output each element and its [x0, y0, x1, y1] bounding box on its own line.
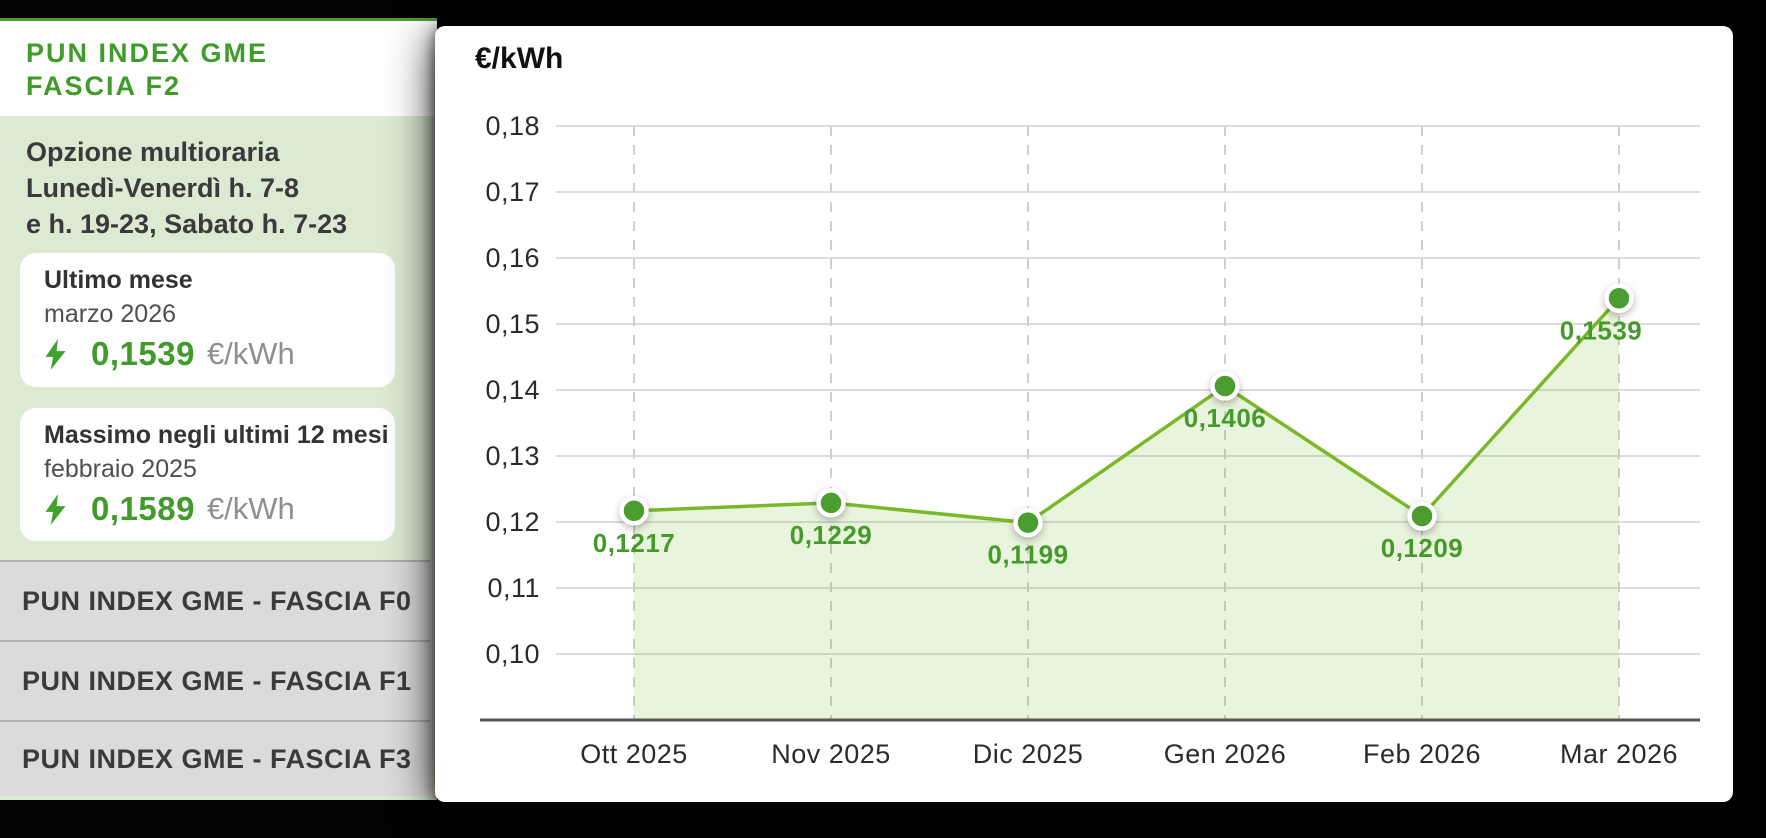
max-12-months-period: febbraio 2025	[44, 455, 197, 483]
sidebar-title-line2: FASCIA F2	[26, 71, 182, 101]
y-tick-label: 0,11	[487, 573, 540, 603]
tariff-description-line2: Lunedì-Venerdì h. 7-8	[26, 173, 300, 203]
x-tick-label: Mar 2026	[1560, 739, 1678, 769]
max-12-months-unit: €/kWh	[206, 491, 295, 526]
point-value-label: 0,1229	[790, 520, 873, 550]
sidebar-title: PUN INDEX GME FASCIA F2	[26, 37, 437, 103]
tariff-description-line1: Opzione multioraria	[26, 137, 280, 167]
chart-point[interactable]	[1013, 507, 1043, 538]
y-tick-label: 0,12	[485, 507, 540, 537]
x-tick-label: Gen 2026	[1164, 739, 1287, 769]
lightning-icon	[45, 338, 66, 370]
last-month-unit: €/kWh	[206, 336, 295, 371]
x-tick-label: Dic 2025	[973, 739, 1084, 769]
point-value-label: 0,1209	[1381, 533, 1464, 563]
price-trend-chart: 0,18 0,17 0,16 0,15 0,14 0,13 0,12 0,11 0,10 0,12…	[480, 111, 1700, 769]
chart-area-fill	[634, 298, 1619, 720]
chart-point[interactable]	[619, 496, 649, 526]
x-tick-label: Ott 2025	[580, 739, 688, 769]
nav-item-fascia-f3[interactable]: PUN INDEX GME - FASCIA F3	[0, 720, 430, 796]
last-month-value-row: 0,1539 €/kWh	[44, 335, 395, 373]
max-12-months-value: 0,1589	[91, 490, 195, 527]
y-axis-unit-label: €/kWh	[475, 42, 564, 75]
tariff-description: Opzione multioraria Lunedì-Venerdì h. 7-…	[0, 116, 437, 242]
max-12-months-card: Massimo negli ultimi 12 mesi febbraio 20…	[20, 408, 395, 541]
y-tick-label: 0,10	[485, 639, 540, 669]
point-value-label: 0,1406	[1184, 403, 1267, 433]
y-tick-label: 0,15	[485, 309, 540, 339]
max-12-months-heading: Massimo negli ultimi 12 mesi	[44, 421, 389, 449]
y-tick-label: 0,16	[485, 243, 540, 273]
fascia-nav: PUN INDEX GME - FASCIA F0 PUN INDEX GME …	[0, 560, 430, 796]
y-tick-label: 0,17	[485, 177, 540, 207]
max-12-months-value-row: 0,1589 €/kWh	[44, 490, 395, 528]
chart-line	[633, 297, 1621, 525]
sidebar: PUN INDEX GME FASCIA F2 Opzione multiora…	[0, 18, 437, 800]
chart-card: €/kWh 0,18 0,17 0,16 0,15 0,14 0,13 0,12 0,11 0,…	[435, 26, 1733, 802]
chart-point[interactable]	[816, 488, 846, 518]
point-value-label: 0,1539	[1560, 315, 1643, 345]
lightning-icon	[45, 493, 66, 525]
last-month-period: marzo 2026	[44, 300, 177, 328]
nav-item-fascia-f1[interactable]: PUN INDEX GME - FASCIA F1	[0, 640, 430, 720]
chart-point[interactable]	[1407, 501, 1437, 531]
y-tick-label: 0,14	[485, 375, 540, 405]
x-tick-label: Feb 2026	[1363, 739, 1481, 769]
x-tick-label: Nov 2025	[771, 739, 891, 769]
sidebar-top-accent	[0, 18, 437, 21]
chart-point[interactable]	[1604, 283, 1634, 314]
point-value-label: 0,1199	[987, 540, 1068, 570]
point-value-label: 0,1217	[593, 528, 676, 558]
last-month-heading: Ultimo mese	[44, 266, 193, 294]
nav-item-fascia-f0[interactable]: PUN INDEX GME - FASCIA F0	[0, 560, 430, 640]
sidebar-header: PUN INDEX GME FASCIA F2	[0, 21, 437, 116]
last-month-value: 0,1539	[91, 335, 195, 372]
sidebar-title-line1: PUN INDEX GME	[26, 38, 269, 68]
y-tick-label: 0,18	[485, 111, 540, 141]
last-month-card: Ultimo mese marzo 2026 0,1539 €/kWh	[20, 253, 395, 387]
chart-point[interactable]	[1210, 371, 1240, 401]
y-tick-label: 0,13	[485, 441, 540, 471]
tariff-description-line3: e h. 19-23, Sabato h. 7-23	[26, 209, 348, 239]
chart-points	[619, 283, 1634, 538]
